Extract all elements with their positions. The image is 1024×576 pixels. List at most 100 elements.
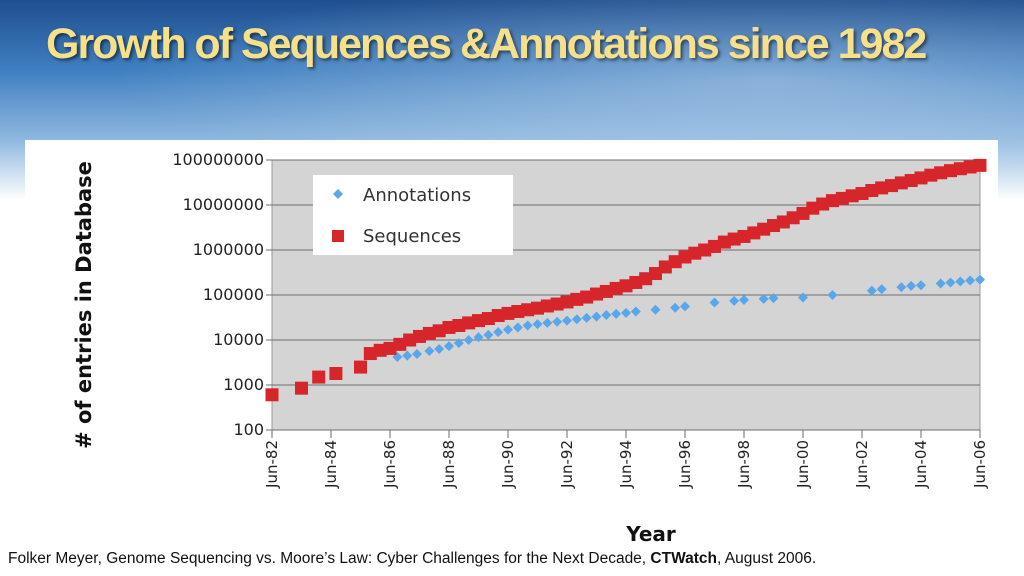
sequence-point	[462, 316, 476, 330]
x-axis-label: Year	[625, 522, 676, 546]
legend-annotations-marker	[333, 189, 343, 199]
growth-chart: 100 1000 10000 100000 1000000 10000000 1000000…	[72, 150, 989, 546]
annotation-point	[680, 301, 690, 312]
sequence-point	[403, 333, 417, 347]
x-tick-label: Jun-04	[912, 440, 930, 489]
legend-sequences-marker	[332, 230, 344, 242]
sequence-point	[875, 181, 889, 195]
annotation-point	[768, 293, 779, 304]
annotation-point	[709, 297, 720, 308]
sequence-point	[914, 171, 928, 185]
sequence-point	[531, 301, 544, 315]
sequence-point	[747, 226, 761, 240]
x-tick-label: Jun-94	[617, 440, 635, 489]
annotation-point	[896, 282, 907, 293]
y-axis-ticks: 100 1000 10000 100000 1000000 10000000 1000000…	[172, 150, 264, 439]
annotation-point	[562, 315, 572, 326]
sequence-point	[511, 304, 525, 318]
sequence-point	[422, 326, 436, 340]
annotation-point	[424, 345, 435, 356]
annotation-point	[630, 306, 641, 317]
annotation-point	[571, 314, 582, 325]
sequence-point	[776, 215, 790, 229]
sequence-point	[727, 232, 741, 246]
sequence-point	[796, 206, 810, 220]
sequence-point	[698, 243, 712, 257]
sequence-point	[717, 235, 731, 249]
annotation-point	[935, 278, 946, 289]
sequence-point	[491, 309, 505, 323]
y-tick-label: 100000	[203, 285, 264, 304]
sequence-point	[501, 306, 515, 320]
sequence-point	[816, 197, 830, 211]
sequence-point	[599, 284, 613, 298]
legend-annotations-label: Annotations	[363, 185, 471, 206]
annotation-point	[503, 324, 513, 335]
sequence-point	[894, 176, 908, 190]
annotation-point	[483, 329, 494, 340]
caption-source: CTWatch	[650, 550, 718, 567]
sequence-point	[619, 279, 633, 293]
sequence-point	[934, 166, 948, 180]
annotation-point	[876, 284, 887, 295]
annotation-point	[591, 311, 602, 322]
sequence-point	[354, 360, 367, 374]
sequence-point	[472, 314, 485, 328]
annotation-point	[444, 341, 454, 352]
sequence-point	[629, 275, 643, 289]
annotation-point	[670, 302, 681, 313]
caption-date: , August 2006.	[717, 550, 817, 567]
sequence-point	[953, 162, 967, 176]
annotation-point	[975, 274, 985, 285]
annotation-point	[916, 280, 926, 291]
sequence-point	[363, 347, 377, 361]
annotation-point	[621, 307, 631, 318]
annotation-point	[965, 275, 976, 286]
x-tick-label: Jun-90	[499, 440, 517, 489]
annotation-point	[493, 327, 504, 338]
x-tick-label: Jun-86	[381, 440, 399, 489]
x-tick-label: Jun-96	[676, 440, 694, 489]
sequence-point	[560, 295, 574, 309]
annotation-point	[758, 293, 769, 304]
annotation-point	[434, 344, 445, 355]
annotation-point	[463, 335, 474, 345]
annotation-point	[542, 317, 553, 328]
y-tick-label: 1000000	[193, 240, 264, 259]
sequence-point	[609, 281, 623, 295]
annotation-point	[532, 319, 543, 330]
annotation-point	[402, 350, 413, 361]
sequence-point	[521, 303, 535, 317]
annotation-point	[739, 294, 749, 305]
sequence-point	[973, 158, 987, 172]
sequence-point	[265, 388, 279, 402]
citation-caption: Folker Meyer, Genome Sequencing vs. Moor…	[8, 550, 1018, 568]
sequence-point	[826, 194, 839, 208]
annotation-point	[945, 277, 956, 288]
x-tick-label: Jun-92	[558, 440, 576, 489]
y-tick-label: 1000	[223, 375, 264, 394]
sequence-point	[452, 319, 466, 333]
sequence-point	[312, 370, 326, 384]
y-tick-label: 10000	[213, 330, 264, 349]
sequence-point	[373, 343, 387, 357]
annotation-point	[866, 285, 877, 296]
sequence-point	[540, 299, 554, 313]
sequence-point	[885, 179, 898, 193]
sequence-point	[580, 290, 594, 304]
annotation-point	[955, 276, 966, 287]
sequence-point	[639, 272, 653, 286]
sequence-point	[678, 250, 692, 264]
sequence-point	[708, 239, 721, 253]
sequence-point	[590, 287, 603, 301]
sequence-point	[737, 229, 751, 243]
sequence-point	[924, 168, 938, 182]
sequence-point	[413, 329, 426, 343]
legend-box	[313, 175, 513, 255]
sequence-point	[767, 219, 780, 233]
sequence-point	[481, 312, 495, 326]
x-tick-label: Jun-06	[971, 440, 989, 489]
y-tick-label: 100000000	[172, 150, 264, 169]
sequences-series	[265, 158, 987, 402]
x-tick-label: Jun-84	[322, 440, 340, 489]
